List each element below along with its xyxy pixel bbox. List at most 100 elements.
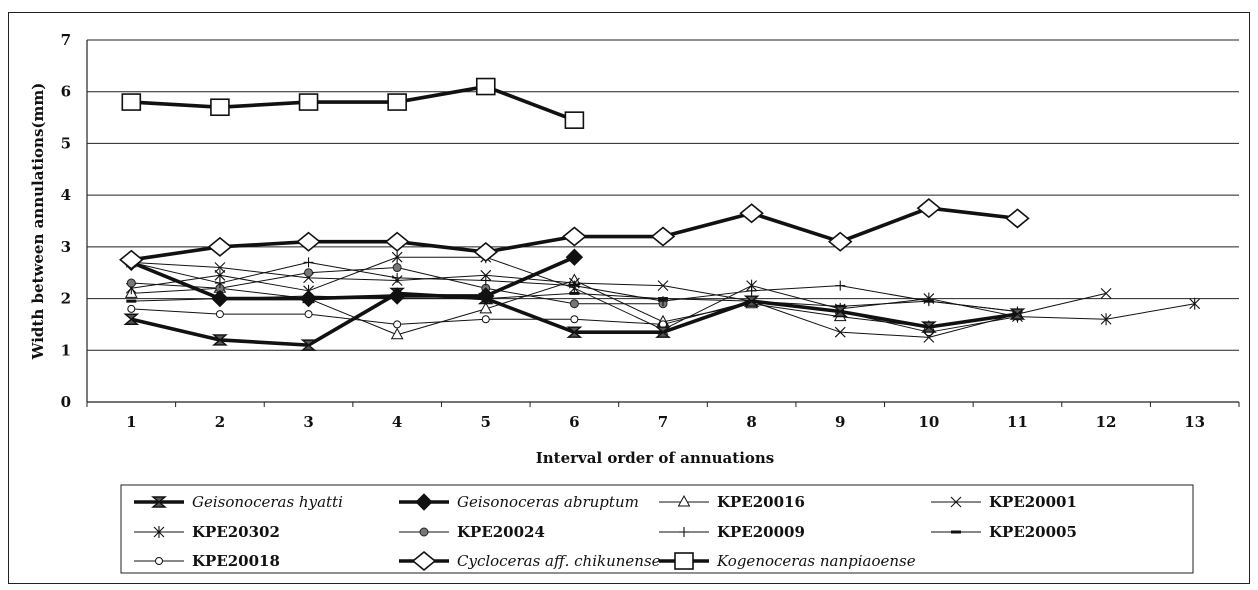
data-point — [674, 552, 694, 570]
data-point — [1100, 313, 1112, 326]
data-point — [477, 287, 495, 305]
legend-item: KPE20016 — [659, 493, 805, 511]
data-point — [211, 289, 229, 308]
y-tick-label: 0 — [61, 393, 71, 411]
data-point — [155, 557, 163, 565]
data-point — [569, 299, 579, 309]
data-point — [950, 496, 962, 508]
data-point — [739, 203, 764, 224]
data-point — [127, 304, 136, 313]
data-point — [299, 289, 318, 308]
x-tick-label: 6 — [569, 413, 579, 431]
x-tick-label: 7 — [658, 413, 668, 431]
legend-item: KPE20024 — [399, 523, 545, 541]
x-tick-label: 13 — [1184, 413, 1205, 431]
y-tick-label: 3 — [61, 238, 71, 256]
data-point — [207, 236, 233, 257]
data-point — [565, 248, 584, 266]
axes — [86, 40, 1240, 407]
data-point — [570, 315, 579, 324]
data-point — [743, 295, 760, 307]
data-point — [1100, 288, 1112, 299]
legend-label: Kogenoceras nanpiaoense — [716, 552, 916, 570]
data-point — [215, 310, 224, 319]
data-point — [480, 275, 491, 286]
series-line — [131, 84, 576, 122]
data-point — [746, 285, 757, 296]
series-kogenoceras-nanpiaoense — [121, 77, 585, 129]
data-point — [210, 98, 230, 117]
data-point — [473, 241, 499, 263]
x-tick-label: 9 — [835, 413, 845, 431]
data-point — [475, 77, 496, 96]
x-tick-label: 1 — [126, 413, 136, 431]
data-point — [1009, 308, 1026, 320]
data-point — [388, 287, 406, 305]
data-point — [392, 263, 402, 273]
y-tick-label: 7 — [61, 31, 71, 49]
legend-label: KPE20005 — [989, 523, 1077, 541]
data-point — [391, 251, 403, 264]
x-tick-label: 5 — [481, 413, 491, 431]
x-tick-label: 2 — [215, 413, 225, 431]
data-point — [393, 320, 402, 329]
legend-label: KPE20302 — [192, 523, 280, 541]
data-point — [304, 310, 313, 319]
data-point — [655, 326, 671, 338]
data-point — [211, 334, 228, 346]
data-point — [920, 321, 937, 333]
data-point — [151, 496, 167, 508]
legend-item: KPE20001 — [931, 493, 1077, 511]
y-tick-labels: 0 1 2 3 4 5 6 7 — [61, 31, 71, 411]
series-cycloceras-aff-chikunense — [119, 198, 1030, 270]
y-tick-label: 6 — [61, 83, 71, 101]
data-point — [390, 327, 404, 340]
data-point — [679, 527, 689, 537]
data-point — [827, 231, 853, 252]
data-point — [832, 305, 849, 318]
legend-label: KPE20018 — [192, 552, 280, 570]
series-line — [131, 261, 1107, 338]
data-point — [564, 111, 585, 129]
legend-label: KPE20016 — [717, 493, 805, 511]
x-tick-label: 4 — [392, 413, 402, 431]
data-point — [479, 301, 493, 314]
data-point — [677, 494, 691, 507]
y-tick-label: 5 — [61, 134, 71, 152]
legend-label: KPE20001 — [989, 493, 1077, 511]
legend-item: KPE20302 — [134, 523, 280, 541]
data-point — [387, 93, 407, 111]
data-point — [657, 280, 669, 292]
data-point — [392, 272, 403, 283]
x-tick-label: 8 — [746, 413, 756, 431]
data-point — [650, 226, 676, 247]
data-point — [300, 339, 317, 351]
y-tick-label: 4 — [61, 186, 71, 204]
data-point — [1189, 297, 1201, 310]
data-point — [566, 326, 583, 338]
x-tick-label: 10 — [918, 413, 939, 431]
data-point — [835, 280, 846, 291]
data-point — [480, 269, 492, 281]
data-point — [298, 93, 319, 111]
legend-item: KPE20005 — [931, 523, 1077, 541]
legend-item: KPE20009 — [659, 523, 805, 541]
y-axis-title: Width between annulations(mm) — [29, 83, 47, 361]
legend-label: KPE20024 — [457, 523, 545, 541]
data-point — [296, 231, 321, 252]
series-line — [130, 255, 576, 301]
data-point — [384, 231, 410, 252]
data-point — [569, 280, 580, 291]
data-point — [916, 198, 942, 219]
series-lines — [119, 77, 1201, 351]
data-point — [303, 257, 314, 268]
series-kpe20009 — [126, 257, 1023, 317]
y-tick-label: 2 — [61, 290, 71, 308]
data-point — [415, 493, 433, 511]
data-point — [123, 313, 140, 325]
legend-item: Geisonoceras abruptum — [399, 493, 639, 511]
legend: Geisonoceras hyatti Geisonoceras abruptum… — [120, 484, 1194, 574]
y-tick-label: 1 — [61, 341, 71, 359]
